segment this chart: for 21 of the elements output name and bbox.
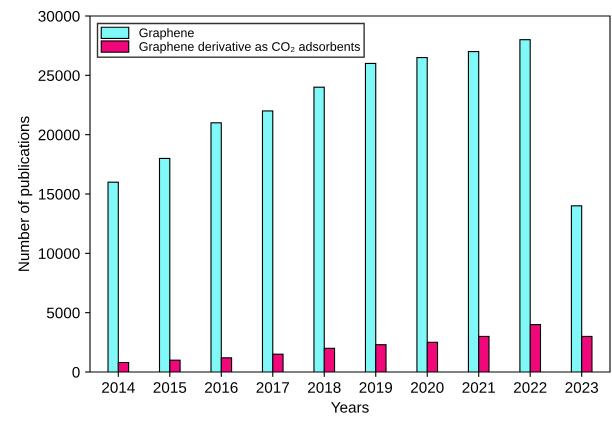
y-tick-label: 30000 (38, 10, 80, 22)
x-tick-label: 2019 (360, 382, 392, 393)
y-tick-label: 0 (72, 366, 80, 378)
legend-label: Graphene (139, 28, 194, 40)
x-tick-label: 2020 (411, 382, 444, 393)
x-tick-label: 2021 (462, 382, 495, 393)
x-tick-label: 2017 (256, 382, 289, 393)
x-tick-label: 2018 (308, 382, 341, 393)
x-tick-label: 2014 (102, 382, 135, 393)
y-tick-label: 5000 (46, 308, 80, 318)
x-axis-title: Years (331, 402, 369, 413)
y-tick-label: 15000 (38, 188, 80, 200)
x-tick-label: 2023 (565, 382, 598, 393)
y-axis-title: Number of publications (18, 116, 32, 271)
y-tick-label: 20000 (38, 130, 80, 140)
x-tick-label: 2022 (514, 382, 546, 393)
y-tick-label: 10000 (38, 248, 80, 260)
x-tick-label: 2015 (154, 382, 186, 393)
x-tick-label: 2016 (205, 382, 238, 393)
y-tick-label: 25000 (38, 70, 80, 82)
legend-label: Graphene derivative as CO₂ adsorbents (139, 42, 360, 54)
